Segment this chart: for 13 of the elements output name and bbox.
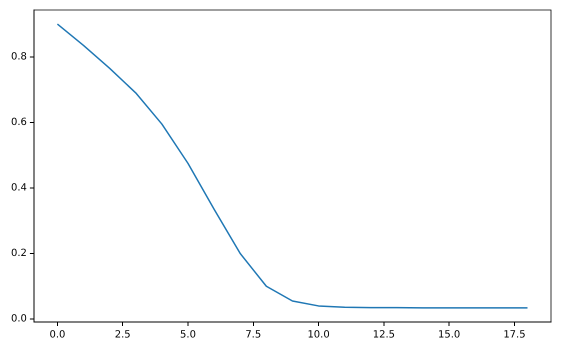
x-tick-label: 2.5	[114, 330, 131, 341]
x-tick-label: 15.0	[438, 330, 460, 341]
x-tick-label: 5.0	[180, 330, 196, 341]
y-tick-label: 0.0	[10, 314, 27, 325]
x-tick-label: 10.0	[307, 330, 330, 341]
y-tick-label: 0.6	[10, 117, 27, 128]
x-tick-label: 12.5	[372, 330, 395, 341]
x-tick-label: 0.0	[49, 330, 66, 341]
x-tick-label: 7.5	[245, 330, 262, 341]
y-tick-label: 0.2	[10, 248, 27, 260]
y-tick-label: 0.4	[10, 182, 27, 194]
x-tick-label: 17.5	[503, 330, 526, 341]
y-tick-label: 0.8	[10, 51, 27, 62]
